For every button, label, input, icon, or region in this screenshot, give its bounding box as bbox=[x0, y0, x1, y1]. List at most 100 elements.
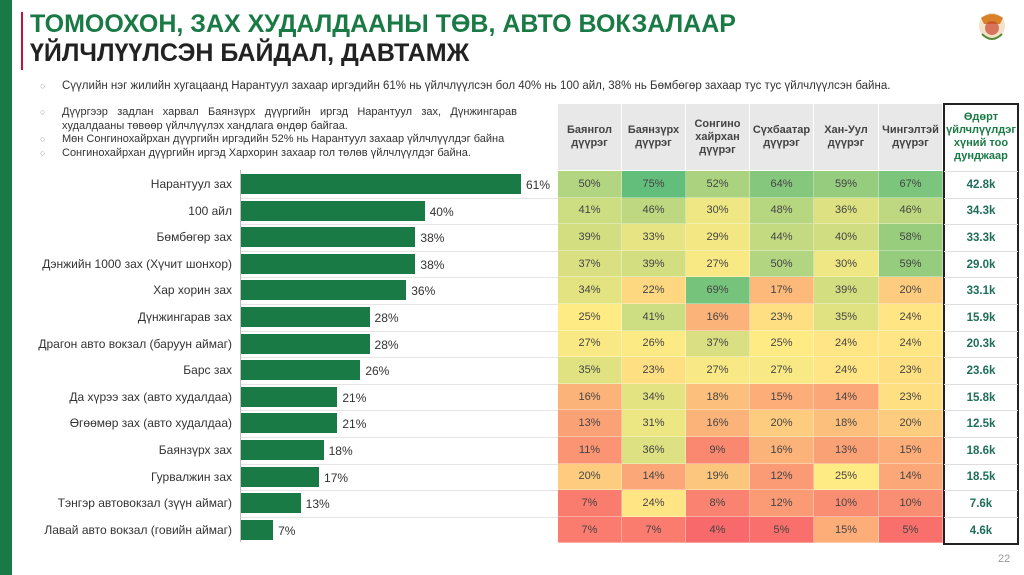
row-divider bbox=[241, 490, 558, 492]
bar-category-label: Бөмбөгөр зах bbox=[156, 230, 232, 245]
row-divider bbox=[241, 304, 558, 305]
row-divider bbox=[241, 463, 558, 465]
heatmap-cell: 16% bbox=[686, 410, 750, 437]
bar-value-label: 38% bbox=[420, 231, 445, 246]
heatmap-cell: 59% bbox=[814, 171, 879, 198]
daily-count-cell: 7.6k bbox=[944, 490, 1018, 517]
heatmap-cell: 40% bbox=[814, 224, 879, 251]
bar-value-label: 28% bbox=[374, 337, 399, 352]
bar bbox=[241, 333, 370, 354]
heatmap-cell: 24% bbox=[622, 490, 686, 517]
bar-value-label: 28% bbox=[374, 311, 399, 325]
heatmap-cell: 23% bbox=[879, 383, 943, 411]
bar bbox=[241, 200, 425, 221]
daily-column-header: Өдөрт үйлчлүүлдэг хүний тоо дунджаар bbox=[946, 111, 1016, 162]
heatmap-cell: 13% bbox=[558, 410, 622, 437]
bar-value-label: 7% bbox=[278, 523, 296, 538]
bullet-marker: ○ bbox=[40, 107, 46, 117]
heatmap-cell: 8% bbox=[686, 490, 750, 517]
daily-count-cell: 29.0k bbox=[944, 250, 1018, 278]
row-divider bbox=[241, 437, 558, 438]
heatmap-cell: 37% bbox=[558, 250, 622, 278]
bar bbox=[241, 174, 521, 194]
column-header: Сүхбаатар дүүрэг bbox=[750, 104, 814, 170]
bullet-text: Сонгинохайрхан дүүргийн иргэд Хархорин з… bbox=[62, 146, 471, 159]
title-line-2: ҮЙЛЧЛҮҮЛСЭН БАЙДАЛ, ДАВТАМЖ bbox=[30, 39, 470, 67]
heatmap-cell: 34% bbox=[558, 277, 622, 304]
heatmap-cell: 18% bbox=[686, 383, 750, 411]
daily-count-cell: 23.6k bbox=[944, 357, 1018, 384]
heatmap-cell: 16% bbox=[558, 383, 622, 411]
bar-category-label: Баянзүрх зах bbox=[158, 443, 232, 457]
heatmap-cell: 52% bbox=[686, 171, 750, 198]
row-divider bbox=[241, 357, 558, 359]
heatmap-cell: 69% bbox=[686, 277, 750, 304]
bullet-text: Сүүлийн нэг жилийн хугацаанд Нарантуул з… bbox=[62, 80, 891, 92]
heatmap-cell: 44% bbox=[750, 224, 814, 251]
heatmap-cell: 23% bbox=[622, 357, 686, 384]
bar-value-label: 38% bbox=[420, 257, 445, 272]
bar-category-label: Дүнжингарав зах bbox=[137, 310, 232, 324]
heatmap-cell: 7% bbox=[622, 516, 686, 544]
bar bbox=[241, 307, 370, 327]
heatmap-cell: 50% bbox=[558, 171, 622, 198]
column-header: Сонгино хайрхан дүүрэг bbox=[686, 104, 750, 170]
bullet-item: ○ Сонгинохайрхан дүүргийн иргэд Хархорин … bbox=[40, 147, 545, 161]
heatmap-cell: 14% bbox=[879, 463, 943, 491]
heatmap-cell: 7% bbox=[558, 490, 622, 517]
heatmap-cell: 23% bbox=[879, 357, 943, 384]
heatmap-cell: 36% bbox=[814, 197, 879, 225]
heatmap-cell: 25% bbox=[750, 330, 814, 358]
daily-count-cell: 15.8k bbox=[944, 383, 1018, 411]
heatmap-cell: 27% bbox=[558, 330, 622, 358]
row-divider bbox=[241, 516, 558, 518]
daily-count-cell: 33.3k bbox=[944, 224, 1018, 251]
bar bbox=[241, 386, 338, 407]
heatmap-cell: 15% bbox=[814, 516, 879, 544]
heatmap-cell: 20% bbox=[558, 463, 622, 491]
heatmap-cell: 35% bbox=[558, 357, 622, 384]
heatmap-cell: 20% bbox=[879, 410, 943, 437]
page-number: 22 bbox=[998, 553, 1011, 565]
heatmap-cell: 39% bbox=[814, 277, 879, 304]
heatmap-cell: 75% bbox=[622, 171, 686, 198]
row-divider bbox=[241, 197, 558, 199]
heatmap-cell: 10% bbox=[814, 490, 879, 517]
heatmap-cell: 24% bbox=[879, 304, 943, 331]
heatmap-cell: 27% bbox=[686, 250, 750, 278]
heatmap-cell: 59% bbox=[879, 250, 943, 278]
heatmap-cell: 50% bbox=[750, 250, 814, 278]
bar-value-label: 21% bbox=[342, 390, 367, 405]
bullet-item: ○ Дүүргээр задлан харвал Баянзүрх дүүргий… bbox=[40, 106, 545, 133]
heatmap-cell: 15% bbox=[750, 383, 814, 411]
bullet-item: ○ Мөн Сонгинохайрхан дүүргийн иргэдийн 52… bbox=[40, 133, 545, 147]
bullet-marker: ○ bbox=[40, 81, 46, 91]
daily-count-cell: 33.1k bbox=[944, 277, 1018, 304]
bar-category-label: Өгөөмөр зах (авто худалдаа) bbox=[69, 416, 232, 431]
row-divider bbox=[241, 250, 558, 252]
heatmap-cell: 12% bbox=[750, 463, 814, 491]
heatmap-cell: 19% bbox=[686, 463, 750, 491]
heatmap-cell: 7% bbox=[558, 516, 622, 544]
heatmap-cell: 20% bbox=[879, 277, 943, 304]
heatmap-cell: 35% bbox=[814, 304, 879, 331]
bar-category-label: Лавай авто вокзал (говийн аймаг) bbox=[44, 522, 232, 537]
daily-count-cell: 42.8k bbox=[944, 171, 1018, 198]
column-header: Чингэлтэй дүүрэг bbox=[879, 104, 943, 170]
chart-axis bbox=[240, 170, 241, 542]
heatmap-cell: 31% bbox=[622, 410, 686, 437]
bar-category-label: 100 айл bbox=[188, 203, 232, 218]
heatmap-cell: 11% bbox=[558, 437, 622, 464]
bar-category-label: Да хүрээ зах (авто худалдаа) bbox=[69, 389, 232, 404]
daily-count-cell: 34.3k bbox=[944, 197, 1018, 225]
bar-value-label: 18% bbox=[328, 444, 353, 458]
bar bbox=[241, 519, 274, 540]
heatmap-cell: 46% bbox=[622, 197, 686, 225]
bar-value-label: 21% bbox=[342, 417, 367, 432]
heatmap-cell: 64% bbox=[750, 171, 814, 198]
heatmap-cell: 29% bbox=[686, 224, 750, 251]
bar-category-label: Барс зах bbox=[183, 363, 232, 378]
heatmap-cell: 34% bbox=[622, 383, 686, 411]
row-divider bbox=[241, 277, 558, 279]
bar-value-label: 40% bbox=[429, 204, 454, 219]
